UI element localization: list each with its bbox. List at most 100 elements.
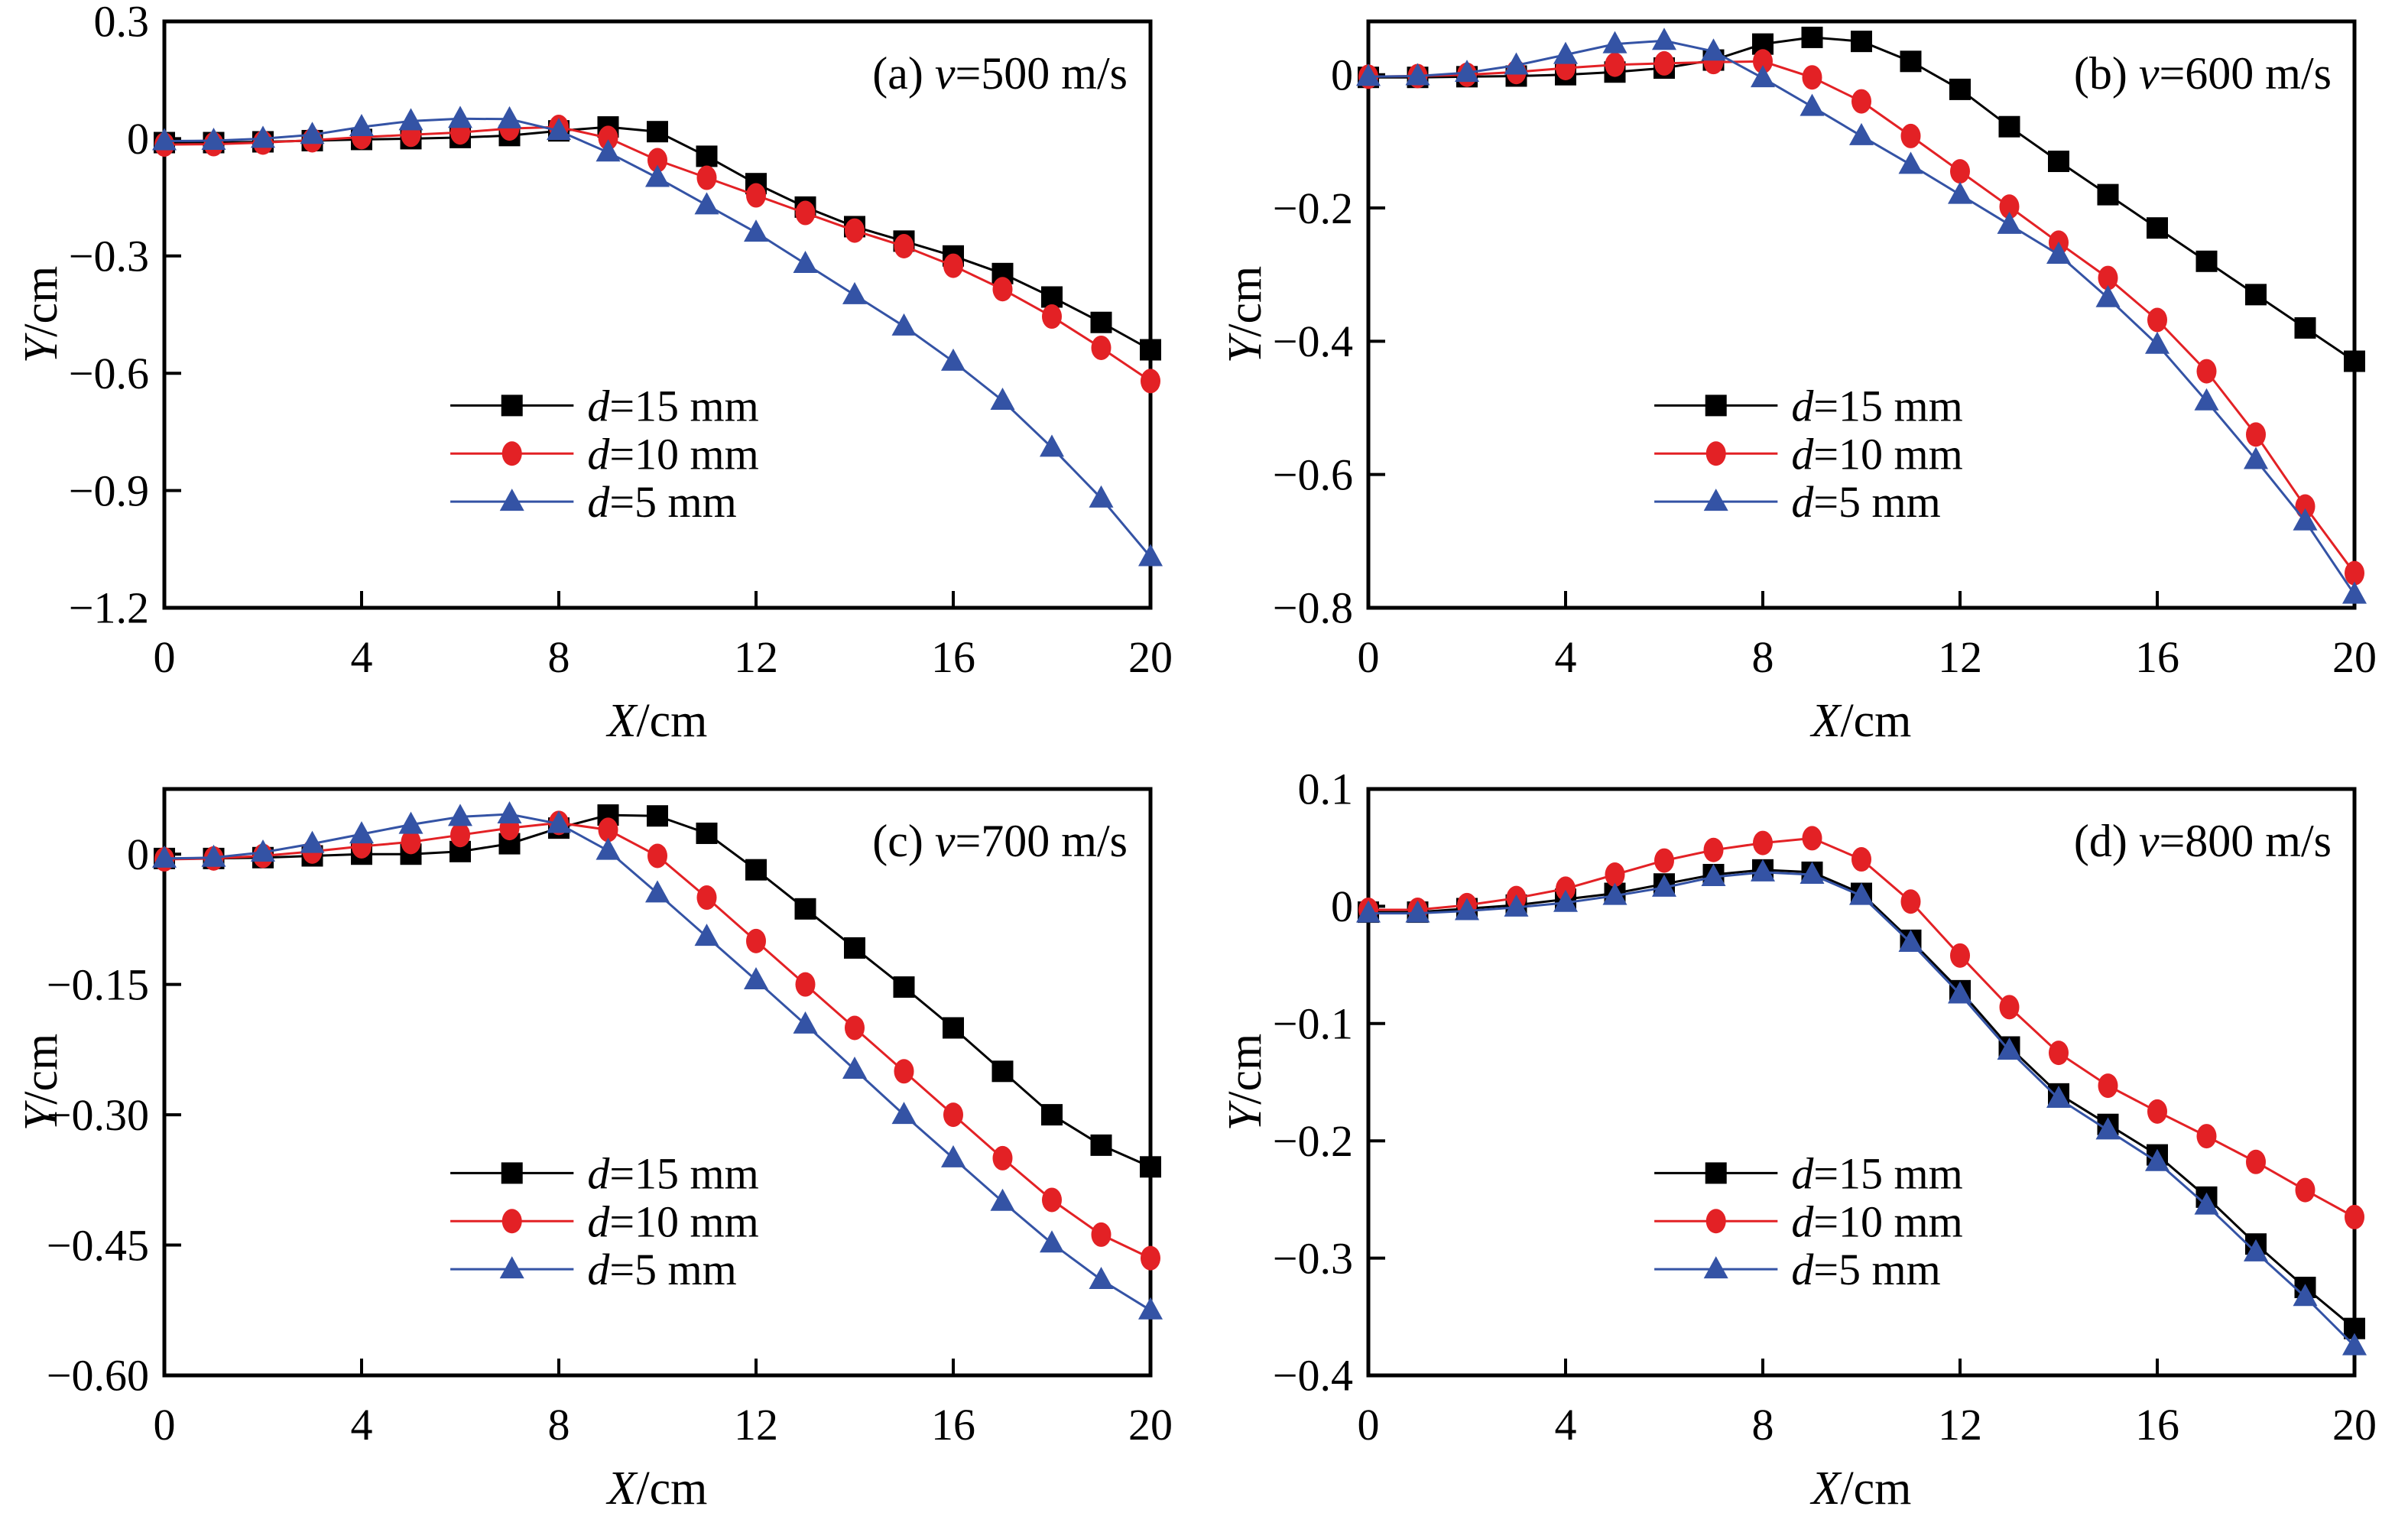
x-axis-ticks: 0 4 8 12 16 20 xyxy=(1358,591,2377,682)
x-tick-label: 0 xyxy=(154,632,176,682)
marker-triangle xyxy=(1849,882,1874,905)
marker-circle xyxy=(1654,848,1674,873)
marker-triangle xyxy=(1652,28,1676,50)
series-d10 xyxy=(154,115,1160,394)
marker-triangle xyxy=(499,1256,524,1279)
marker-triangle xyxy=(596,837,621,860)
panel-c-title: (c) v=700 m/s xyxy=(872,816,1128,866)
y-tick-label: 0 xyxy=(127,114,149,164)
marker-triangle xyxy=(842,281,867,304)
marker-triangle xyxy=(1997,1037,2022,1060)
y-tick-label: −0.45 xyxy=(47,1220,149,1270)
marker-triangle xyxy=(891,313,917,336)
marker-square xyxy=(2195,250,2218,272)
marker-triangle xyxy=(1898,929,1923,952)
marker-triangle xyxy=(398,108,424,131)
marker-circle xyxy=(1654,50,1674,76)
marker-triangle xyxy=(990,1188,1015,1211)
x-tick-label: 0 xyxy=(154,1400,176,1450)
legend: d=15 mmd=10 mmd=5 mm xyxy=(1654,381,1963,527)
marker-circle xyxy=(1802,65,1822,90)
x-tick-label: 4 xyxy=(1555,1400,1577,1450)
marker-triangle xyxy=(1040,1230,1064,1253)
x-tick-label: 8 xyxy=(1752,1400,1774,1450)
marker-triangle xyxy=(1602,31,1628,54)
marker-triangle xyxy=(497,800,522,823)
x-axis-label: X/cm xyxy=(1809,695,1912,747)
marker-circle xyxy=(1950,943,1970,968)
marker-triangle xyxy=(2046,242,2071,265)
marker-square xyxy=(1041,286,1063,308)
x-tick-label: 16 xyxy=(931,632,975,682)
panel-d-cell: 0.1 0 −0.1 −0.2 −0.3 −0.4 0 4 8 12 16 20 X/cm Y/cm (d)… xyxy=(1204,765,2408,1535)
marker-triangle xyxy=(2194,388,2219,411)
panel-c-cell: 0 −0.15 −0.30 −0.45 −0.60 0 4 8 12 16 20 X/cm Y/cm (c… xyxy=(0,768,1204,1535)
y-tick-label: 0.1 xyxy=(1298,768,1354,814)
marker-circle xyxy=(1042,304,1062,330)
legend-item-d10: d=10 mm xyxy=(450,1196,759,1246)
legend-label: d=10 mm xyxy=(1791,1196,1962,1246)
marker-circle xyxy=(1753,49,1773,74)
marker-triangle xyxy=(547,118,571,141)
marker-circle xyxy=(598,817,618,843)
marker-square xyxy=(696,822,718,844)
marker-triangle xyxy=(349,114,374,137)
marker-square xyxy=(1140,1156,1161,1178)
marker-circle xyxy=(2147,307,2167,333)
panel-a-cell: 0.3 0 −0.3 −0.6 −0.9 −1.2 0 4 8 12 16 20 X/cm Y/cm (a)… xyxy=(0,0,1204,768)
legend-item-d15: d=15 mm xyxy=(1654,1148,1963,1198)
marker-square xyxy=(2294,317,2316,339)
marker-triangle xyxy=(842,1057,867,1080)
marker-triangle xyxy=(1898,151,1923,174)
marker-circle xyxy=(992,277,1013,302)
plot-area-border xyxy=(1366,787,2357,1378)
marker-circle xyxy=(1605,862,1625,887)
marker-triangle xyxy=(448,804,472,826)
marker-triangle xyxy=(744,219,768,242)
marker-triangle xyxy=(1948,181,1972,204)
marker-circle xyxy=(2196,1124,2217,1149)
marker-circle xyxy=(2295,494,2316,519)
marker-circle xyxy=(1802,826,1822,851)
marker-triangle xyxy=(694,192,719,215)
y-tick-label: −0.8 xyxy=(1273,583,1353,633)
series-d10-markers xyxy=(1358,49,2364,586)
marker-triangle xyxy=(251,839,275,862)
marker-square xyxy=(2147,217,2168,239)
series-d5 xyxy=(152,800,1163,1320)
marker-triangle xyxy=(2342,1333,2367,1356)
marker-triangle xyxy=(2095,1117,2121,1140)
x-tick-label: 20 xyxy=(2332,632,2377,682)
marker-triangle xyxy=(1089,485,1114,508)
y-tick-label: −0.60 xyxy=(47,1351,149,1401)
marker-triangle xyxy=(694,924,719,946)
x-tick-label: 16 xyxy=(2135,1400,2179,1450)
y-axis-label: Y/cm xyxy=(1219,266,1271,363)
marker-circle xyxy=(1141,1245,1160,1271)
marker-circle xyxy=(894,1059,914,1084)
marker-triangle xyxy=(1405,63,1430,86)
marker-triangle xyxy=(2244,446,2268,469)
panel-d-title: (d) v=800 m/s xyxy=(2074,816,2332,866)
x-axis-ticks: 0 4 8 12 16 20 xyxy=(1358,1359,2377,1450)
marker-circle xyxy=(795,972,816,997)
legend-label: d=5 mm xyxy=(587,477,736,527)
marker-triangle xyxy=(891,1102,917,1125)
series-d5 xyxy=(1356,28,2367,604)
y-tick-label: 0 xyxy=(1331,50,1353,99)
marker-circle xyxy=(2098,265,2118,291)
marker-triangle xyxy=(497,106,522,128)
marker-circle xyxy=(845,218,865,243)
marker-circle xyxy=(1705,1209,1726,1234)
marker-triangle xyxy=(990,387,1015,410)
panel-b-chart: 0−0.2−0.4−0.6−0.80 4 8 12 16 20X/cmY/cm(b) v=… xyxy=(1219,19,2377,747)
marker-triangle xyxy=(2244,1239,2268,1261)
marker-triangle xyxy=(744,966,768,989)
y-tick-label: −0.6 xyxy=(69,349,149,398)
legend-label: d=10 mm xyxy=(587,429,758,479)
marker-square xyxy=(1998,115,2020,138)
y-axis-label: Y/cm xyxy=(15,1034,67,1131)
marker-triangle xyxy=(1504,894,1529,917)
series-d5-markers xyxy=(1356,859,2367,1356)
x-tick-label: 8 xyxy=(1752,632,1774,682)
